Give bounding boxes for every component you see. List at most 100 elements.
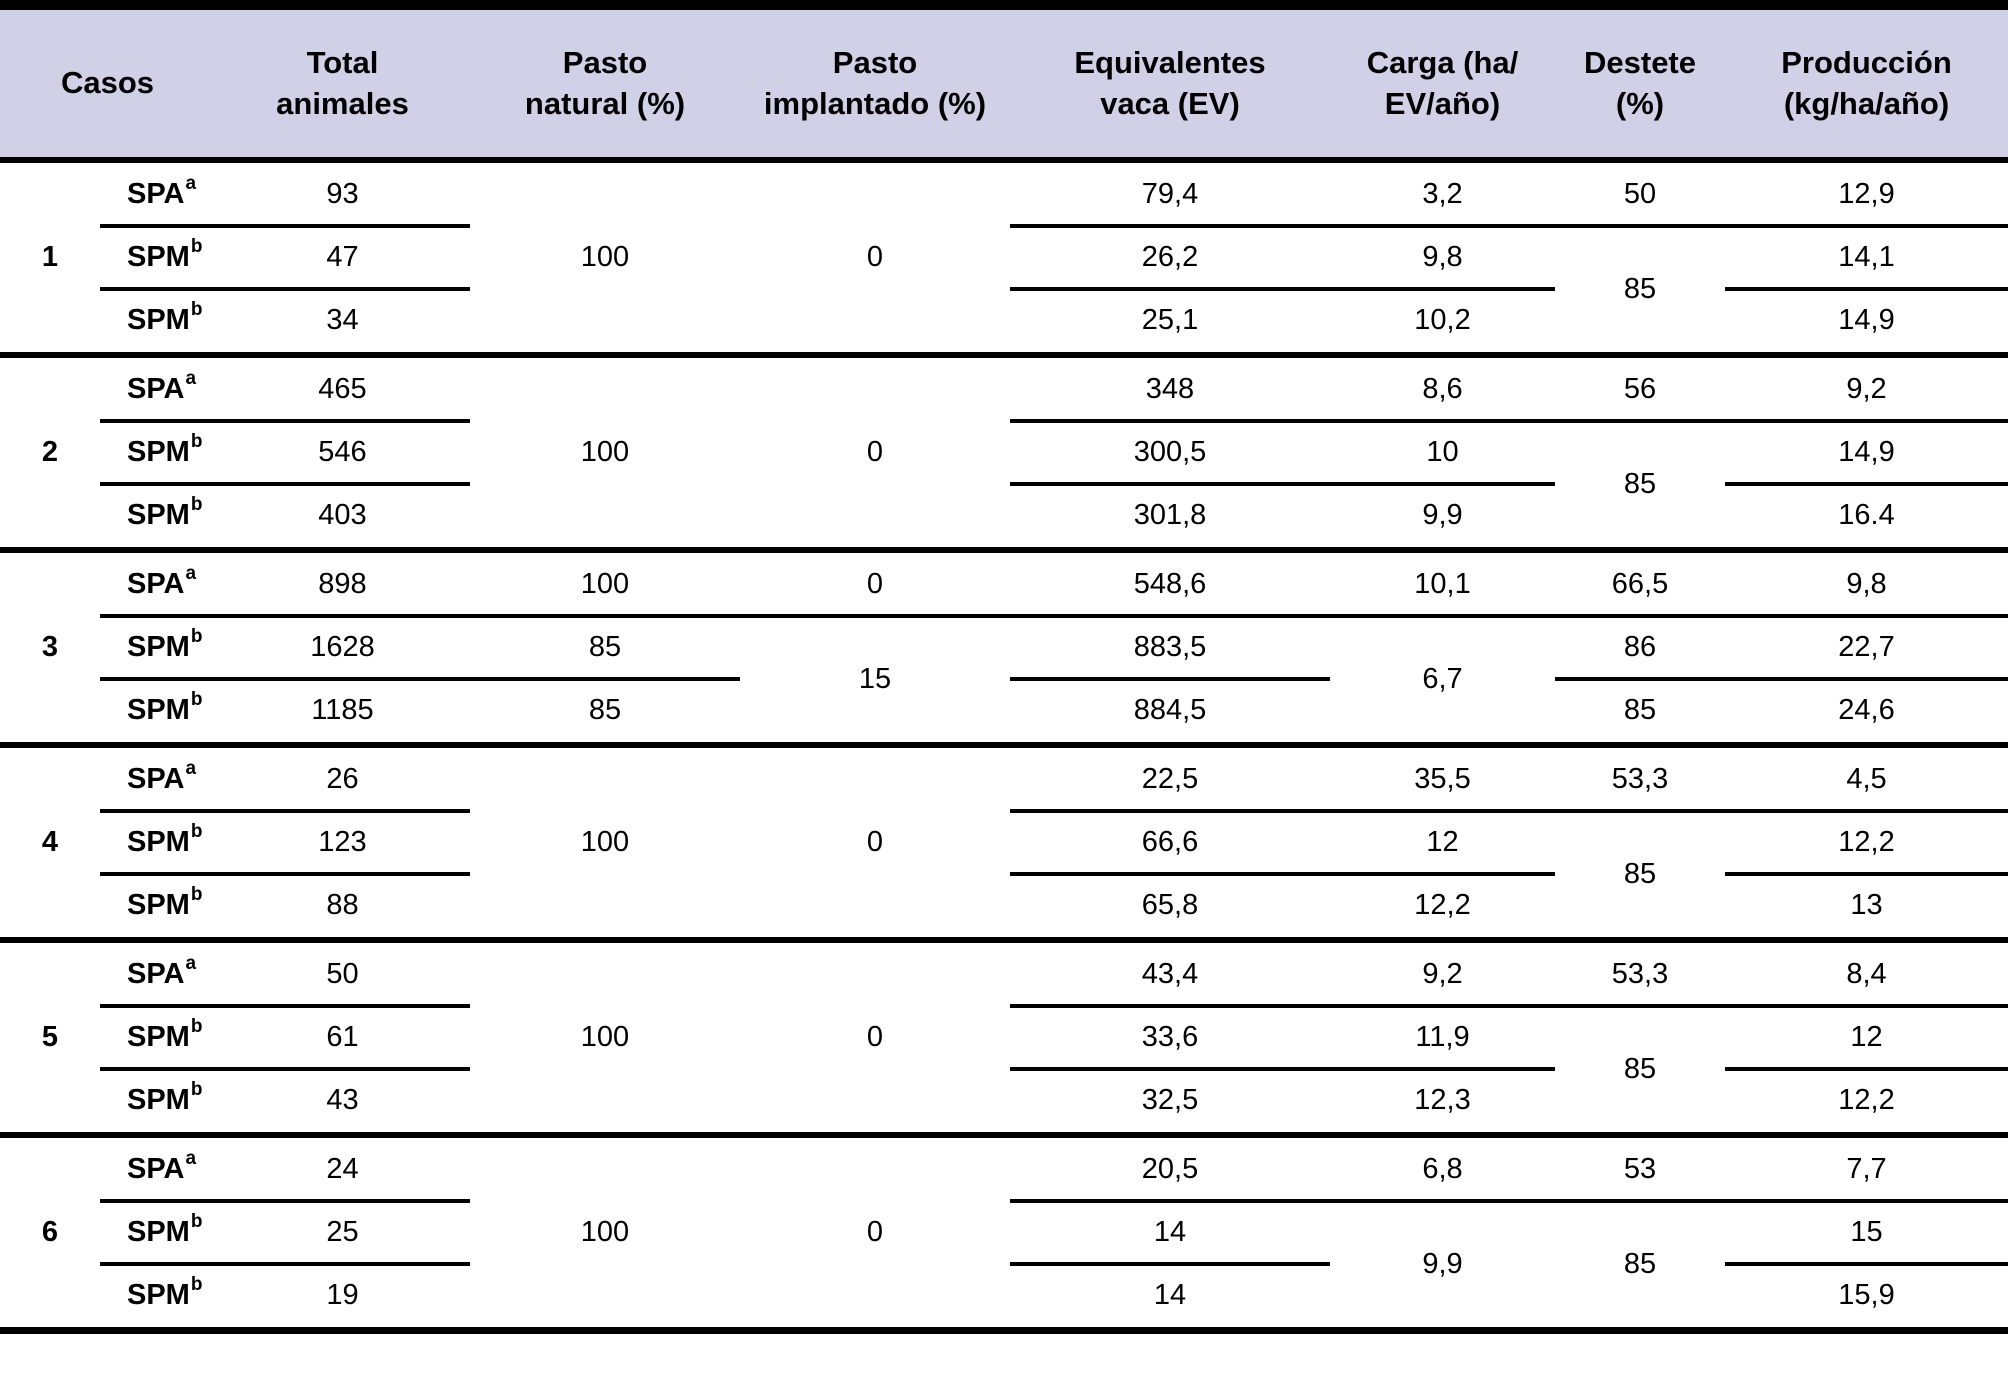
cell-total: 50 [326, 958, 359, 990]
subrow-separator-rule [1725, 1262, 2008, 1266]
cell-pasto_natural: 100 [580, 1021, 630, 1053]
system-label-cell: SPM b [100, 289, 215, 352]
cell-total: 93 [326, 178, 359, 210]
cell-pasto_implantado: 0 [866, 568, 884, 600]
cell-carga: 10 [1426, 436, 1459, 468]
case-number: 2 [41, 436, 59, 468]
footnote-superscript: b [190, 821, 203, 842]
footnote-superscript: b [190, 689, 203, 710]
cell-pasto_natural: 100 [580, 826, 630, 858]
system-label-cell: SPM b [100, 811, 215, 874]
cell-destete: 86 [1623, 631, 1657, 663]
group-separator-rule [0, 547, 2008, 553]
system-label-cell: SPM b [100, 1201, 215, 1264]
table-bottom-border [0, 1327, 2008, 1334]
cell-produccion: 24,6 [1838, 694, 1895, 726]
cell-total: 1628 [310, 631, 375, 663]
cell-total: 88 [326, 889, 359, 921]
system-label-text: SPM [127, 1084, 190, 1116]
cell-pasto_natural: 100 [580, 241, 630, 273]
system-label-text: SPM [127, 889, 190, 921]
cell-produccion: 9,8 [1846, 568, 1887, 600]
cell-produccion: 8,4 [1846, 958, 1887, 990]
system-label-text: SPM [127, 694, 190, 726]
column-header-ev: Equivalentes vaca (EV) [1074, 45, 1266, 121]
cell-pasto_natural: 85 [588, 694, 622, 726]
cell-carga: 9,2 [1422, 958, 1463, 990]
footnote-superscript: a [185, 758, 197, 779]
cell-produccion: 12,9 [1838, 178, 1895, 210]
cell-carga: 9,9 [1422, 499, 1463, 531]
subrow-separator-rule [1010, 1262, 1330, 1266]
column-header-destete: Destete (%) [1584, 45, 1696, 121]
cell-produccion: 9,2 [1846, 373, 1887, 405]
footnote-superscript: b [190, 236, 203, 257]
system-label-text: SPM [127, 499, 190, 531]
subrow-separator-rule [100, 1262, 470, 1266]
cell-carga: 6,7 [1422, 662, 1463, 695]
case-group-6: 6 SPA a SPM b SPM b 24 25 19 100 0 20,5 14 14 6,8 9,9 53 8… [0, 1138, 2008, 1327]
system-label-cell: SPA a [100, 1138, 215, 1201]
cell-total: 47 [326, 241, 359, 273]
system-label-text: SPA [127, 568, 185, 600]
footnote-superscript: a [185, 563, 197, 584]
system-label-cell: SPA a [100, 553, 215, 616]
cell-ev: 26,2 [1141, 241, 1199, 273]
cell-produccion: 12 [1850, 1021, 1883, 1053]
system-label-cell: SPM b [100, 874, 215, 937]
cell-produccion: 13 [1850, 889, 1883, 921]
case-number: 4 [41, 826, 59, 858]
cell-produccion: 7,7 [1846, 1153, 1887, 1185]
column-header-total: Total animales [276, 45, 409, 121]
footnote-superscript: b [190, 1079, 203, 1100]
cell-destete: 85 [1623, 1052, 1657, 1085]
cell-produccion: 15,9 [1838, 1279, 1895, 1311]
system-label-text: SPA [127, 958, 185, 990]
cell-produccion: 16.4 [1838, 499, 1895, 531]
subrow-separator-rule [100, 614, 2008, 618]
cell-pasto_natural: 100 [580, 1216, 630, 1248]
system-label-text: SPM [127, 631, 190, 663]
table-header-row: Casos Total animales Pasto natural (%) Past… [0, 10, 2008, 157]
cell-destete: 50 [1623, 178, 1657, 210]
footnote-superscript: b [190, 626, 203, 647]
cell-destete: 53,3 [1611, 958, 1669, 990]
subrow-separator-rule [1010, 419, 2008, 423]
cell-pasto_implantado: 0 [866, 241, 884, 273]
cell-produccion: 12,2 [1838, 826, 1895, 858]
column-header-carga: Carga (ha/ EV/año) [1366, 45, 1519, 121]
cell-destete: 85 [1623, 694, 1657, 726]
cell-ev: 14 [1153, 1279, 1187, 1311]
footnote-superscript: b [190, 1016, 203, 1037]
cell-total: 898 [318, 568, 367, 600]
footnote-superscript: b [190, 1274, 203, 1295]
cell-carga: 11,9 [1415, 1021, 1470, 1053]
cell-carga: 10,1 [1414, 568, 1471, 600]
system-label-text: SPA [127, 1153, 185, 1185]
system-label-cell: SPM b [100, 226, 215, 289]
subrow-separator-rule [100, 287, 470, 291]
case-number: 3 [41, 631, 59, 663]
footnote-superscript: b [190, 299, 203, 320]
system-label-text: SPA [127, 178, 185, 210]
subrow-separator-rule [1725, 1067, 2008, 1071]
cell-destete: 53 [1623, 1153, 1657, 1185]
footnote-superscript: a [185, 953, 197, 974]
subrow-separator-rule [100, 1067, 470, 1071]
subrow-separator-rule [1725, 482, 2008, 486]
cell-ev: 43,4 [1141, 958, 1199, 990]
column-header-pasto_implantado: Pasto implantado (%) [763, 45, 987, 121]
cell-ev: 79,4 [1141, 178, 1199, 210]
cell-pasto_implantado: 0 [866, 436, 884, 468]
cell-pasto_implantado: 0 [866, 1021, 884, 1053]
cell-pasto_natural: 100 [580, 568, 630, 600]
column-header-produccion: Producción (kg/ha/año) [1781, 45, 1952, 121]
subrow-separator-rule [1010, 1004, 2008, 1008]
subrow-separator-rule [100, 809, 470, 813]
cell-pasto_natural: 85 [588, 631, 622, 663]
cell-total: 465 [318, 373, 367, 405]
cell-total: 24 [326, 1153, 359, 1185]
case-group-2: 2 SPA a SPM b SPM b 465 546 403 100 0 348 300,5 301,8 8… [0, 358, 2008, 547]
cell-ev: 301,8 [1133, 499, 1207, 531]
subrow-separator-rule [1010, 809, 2008, 813]
